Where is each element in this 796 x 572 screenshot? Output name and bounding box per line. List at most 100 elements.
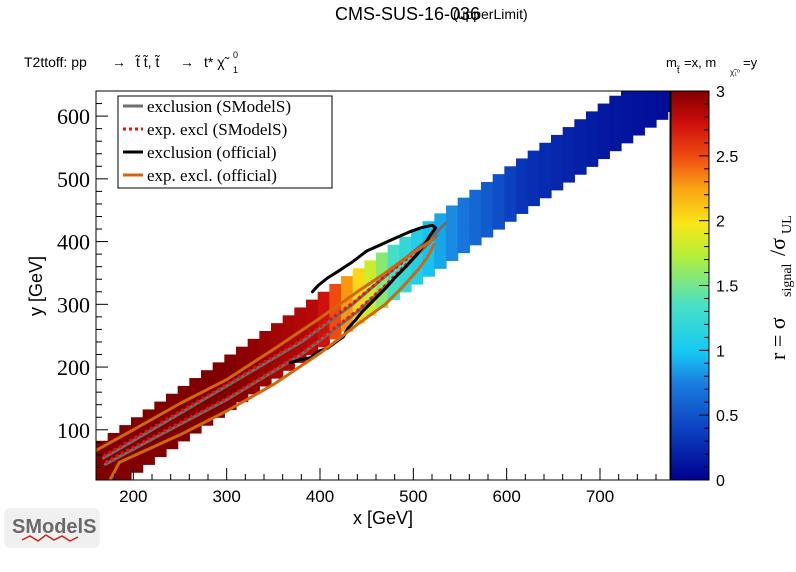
series-line: [102, 249, 419, 458]
heatmap-cell: [189, 393, 202, 403]
heatmap-cell: [422, 244, 435, 254]
heatmap-cell: [516, 158, 529, 167]
heatmap-cell: [411, 236, 424, 246]
heatmap-cell: [399, 236, 412, 246]
z-tick-label: 0: [716, 473, 725, 490]
heatmap-cell: [632, 127, 645, 136]
heatmap-cell: [282, 338, 295, 348]
heatmap-cell: [609, 134, 622, 144]
color-scale-axis: 0 0.5 1 1.5 2 2.5 3: [699, 84, 738, 490]
heatmap-cell: [586, 142, 599, 152]
heatmap-cell: [201, 409, 214, 418]
heatmap-cell: [492, 221, 505, 230]
heatmap-cell: [341, 291, 354, 301]
heatmap-cell: [492, 205, 505, 214]
heatmap-cell: [212, 370, 225, 379]
heatmap-cell: [166, 401, 179, 411]
heatmap-cell: [586, 134, 599, 144]
heatmap-cell: [282, 362, 295, 371]
heatmap-cell: [434, 260, 447, 269]
heatmap-cell: [224, 362, 237, 371]
heatmap-cell: [306, 323, 319, 332]
heatmap-cell: [609, 95, 622, 105]
heatmap-cell: [399, 244, 412, 254]
heatmap-cell: [597, 134, 610, 144]
heatmap-cell: [201, 401, 214, 411]
heatmap-cell: [446, 236, 459, 246]
heatmap-cell: [236, 370, 249, 379]
heatmap-cell: [411, 260, 424, 269]
heatmap-cell: [212, 393, 225, 403]
heatmap-cell: [341, 276, 354, 285]
heatmap-cell: [586, 119, 599, 128]
heatmap-cell: [457, 205, 470, 214]
heatmap-cell: [469, 197, 482, 207]
legend-label: exp. excl. (official): [147, 166, 277, 185]
heatmap-cell: [562, 127, 575, 136]
heatmap-cell: [306, 299, 319, 309]
mass-label-sub: t̃: [676, 65, 681, 75]
heatmap-cell: [609, 103, 622, 112]
process-decay: t* χ̃: [204, 54, 230, 70]
heatmap-cell: [551, 174, 564, 183]
heatmap-cell: [224, 354, 237, 363]
heatmap-cell: [632, 91, 645, 97]
heatmap-cell: [376, 299, 389, 309]
z-tick-label: 0.5: [716, 408, 738, 425]
heatmap-cell: [247, 354, 260, 363]
heatmap-cell: [329, 299, 342, 309]
heatmap-cell: [586, 127, 599, 136]
heatmap-cell: [317, 315, 330, 324]
z-tick-label: 3: [716, 84, 725, 101]
heatmap-cell: [446, 229, 459, 238]
heatmap-cell: [119, 432, 132, 442]
heatmap-cell: [294, 346, 307, 356]
heatmap-cell: [446, 205, 459, 214]
heatmap-cell: [341, 283, 354, 293]
y-tick-label: 400: [57, 230, 90, 255]
heatmap-cell: [621, 91, 634, 97]
heatmap-cell: [469, 229, 482, 238]
heatmap-cell: [656, 95, 669, 105]
heatmap-cell: [294, 323, 307, 332]
heatmap-cell: [609, 142, 622, 152]
heatmap-cell: [656, 91, 669, 97]
heatmap-cell: [504, 189, 517, 199]
heatmap-cell: [434, 244, 447, 254]
z-label-sub2: UL: [780, 215, 795, 234]
heatmap-cell: [574, 134, 587, 144]
heatmap-cell: [142, 432, 155, 442]
heatmap-cell: [492, 213, 505, 222]
y-tick-label: 300: [57, 292, 90, 317]
heatmap-cell: [271, 338, 284, 348]
heatmap-cell: [422, 268, 435, 277]
heatmap-cell: [399, 276, 412, 285]
heatmap-cell: [446, 252, 459, 262]
heatmap-cell: [527, 189, 540, 199]
heatmap-cell: [247, 385, 260, 395]
x-tick-label: 300: [212, 487, 240, 506]
heatmap-cell: [119, 472, 132, 480]
heatmap-cell: [539, 166, 552, 175]
heatmap-cell: [621, 134, 634, 144]
heatmap-cell: [469, 213, 482, 222]
heatmap-cell: [282, 330, 295, 340]
heatmap-cell: [527, 150, 540, 160]
heatmap-cell: [341, 307, 354, 316]
smodels-logo: SModelS: [4, 508, 100, 548]
heatmap-cell: [317, 299, 330, 309]
heatmap-cell: [481, 229, 494, 238]
heatmap-cell: [364, 291, 377, 301]
heatmap-cell: [632, 95, 645, 105]
heatmap-cell: [551, 150, 564, 160]
series-line: [108, 243, 436, 480]
heatmap-cell: [177, 425, 190, 434]
heatmap-cell: [96, 456, 109, 465]
y-axis-label: y [GeV]: [26, 256, 46, 316]
heatmap-cell: [189, 425, 202, 434]
heatmap-cell: [516, 197, 529, 207]
heatmap-cell: [364, 276, 377, 285]
heatmap-cell: [422, 229, 435, 238]
heatmap-cell: [516, 166, 529, 175]
z-label-sep: /σ: [765, 238, 790, 256]
